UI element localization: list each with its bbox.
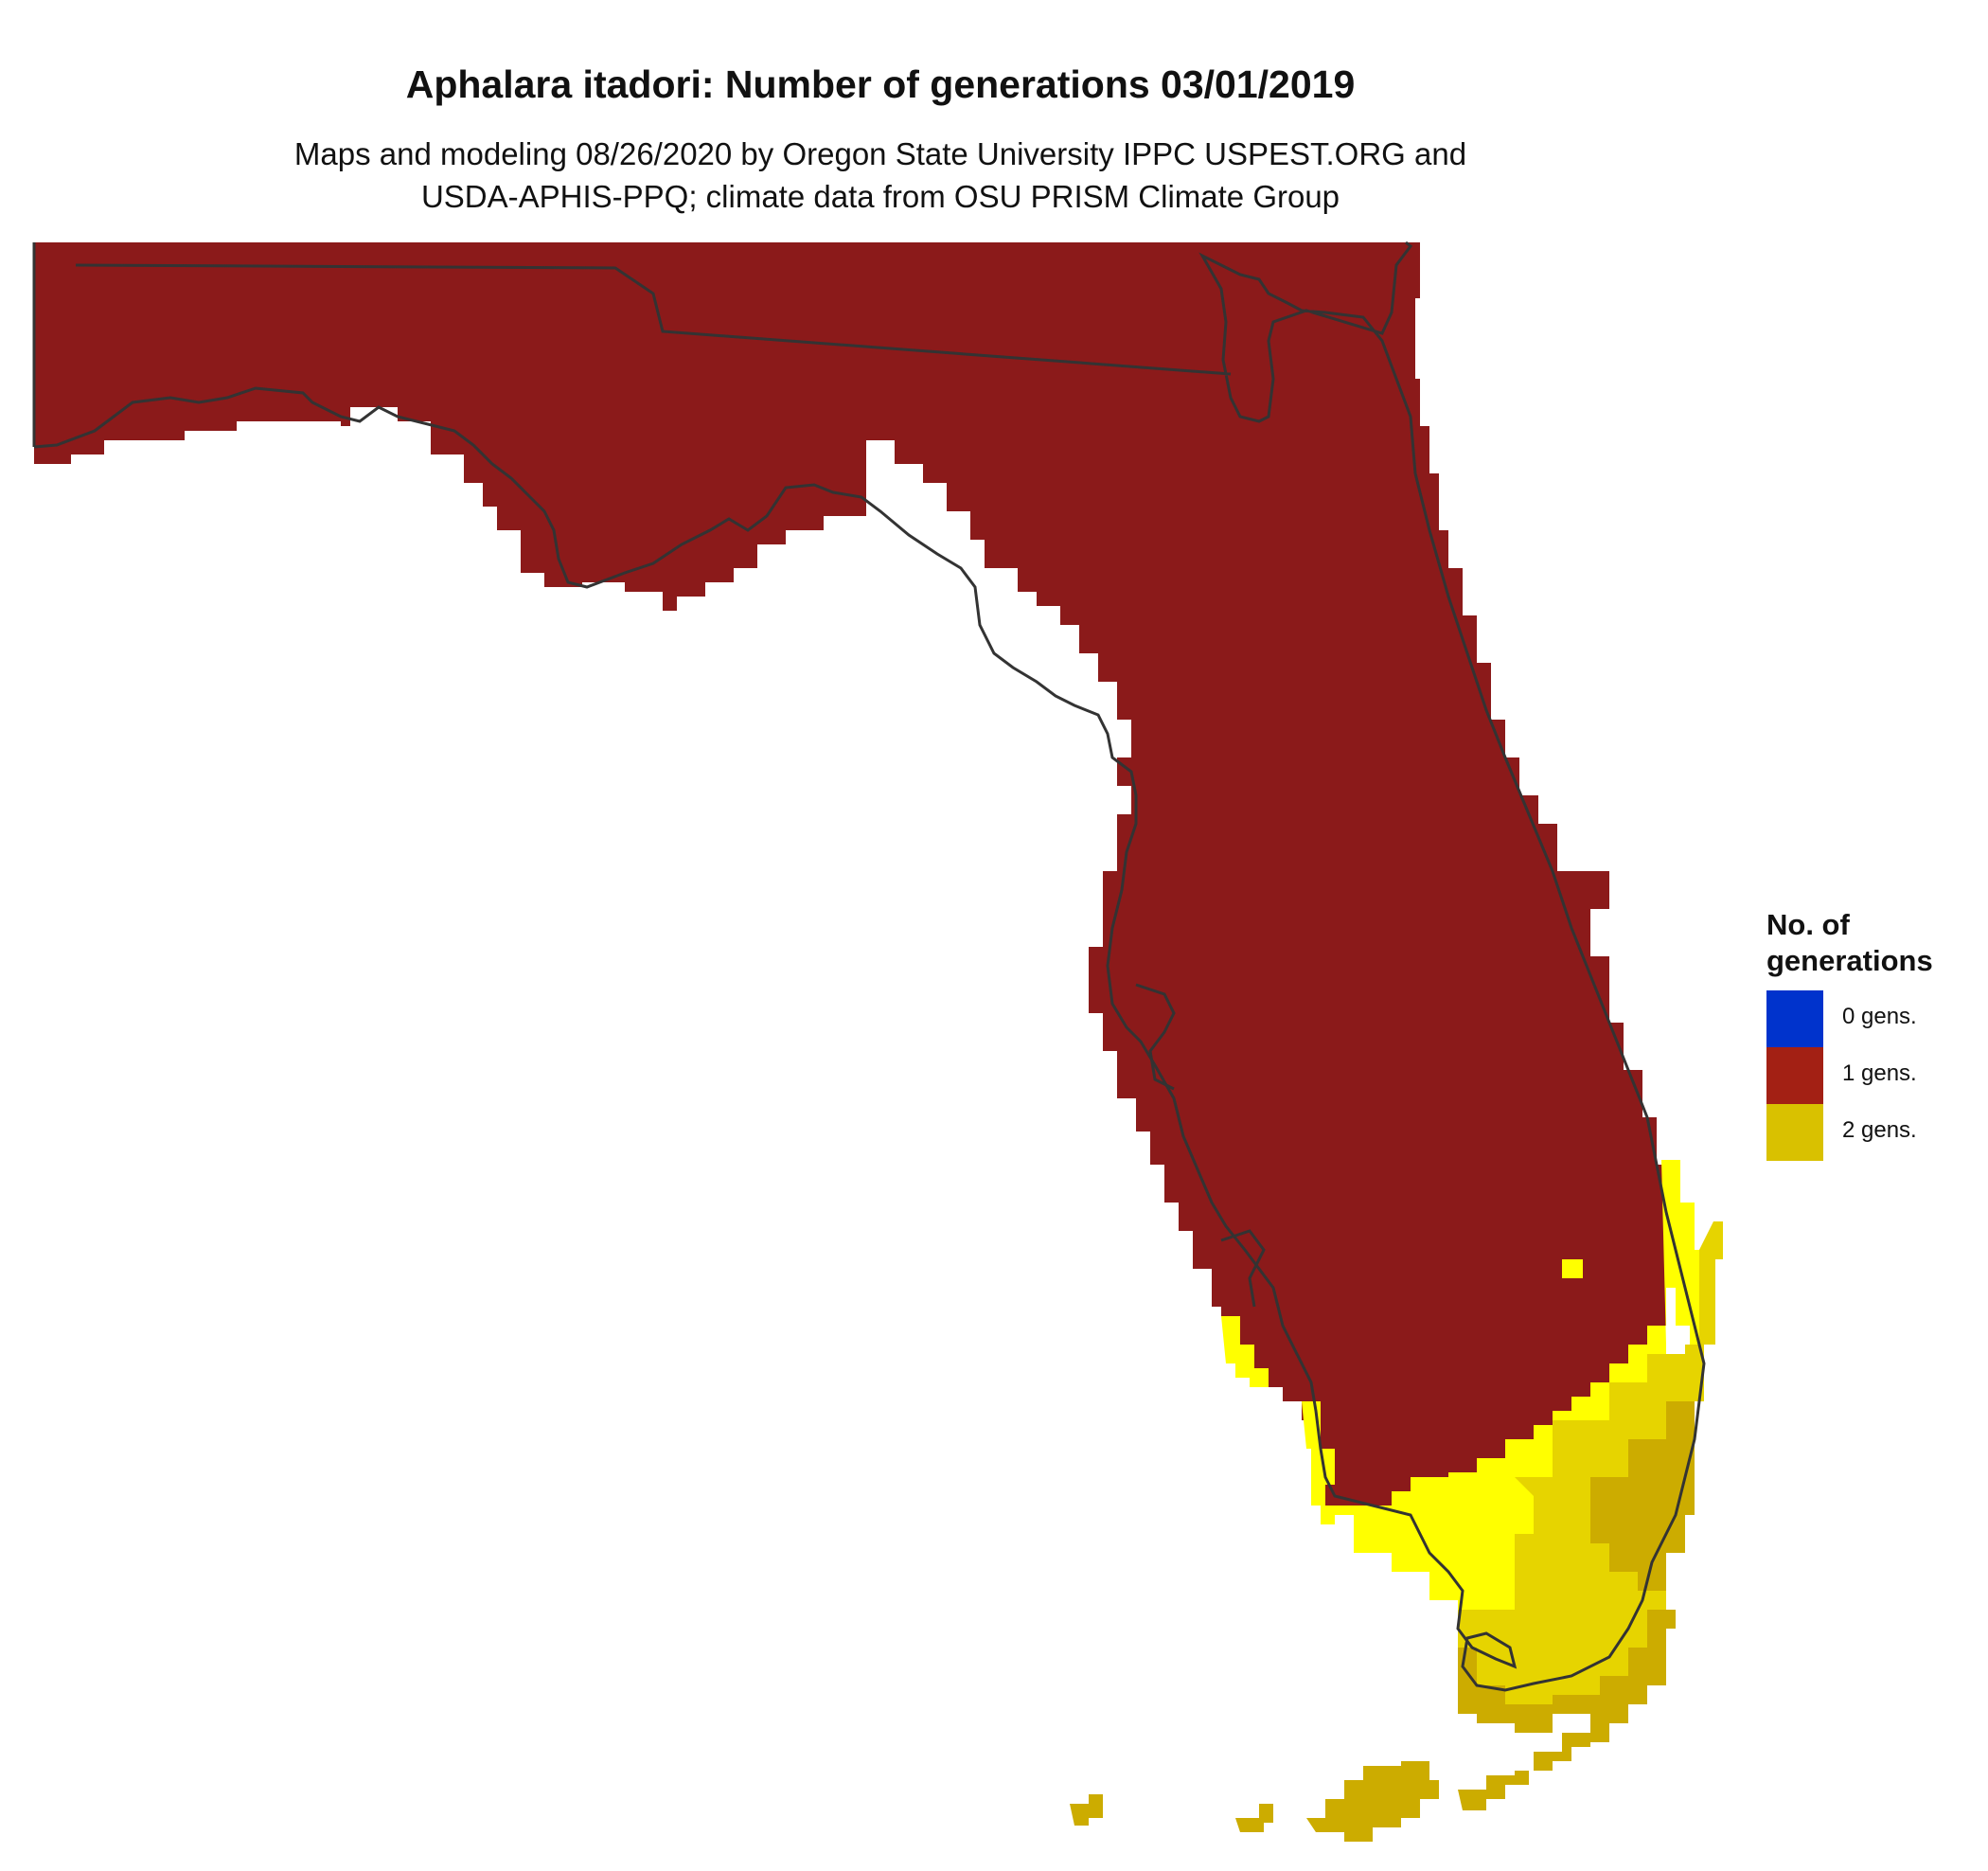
legend-title: No. of generations xyxy=(1766,907,1988,979)
state-boundary-line xyxy=(32,241,1706,1692)
region-keys-mid xyxy=(1458,1771,1529,1810)
legend-label-1-gens: 1 gens. xyxy=(1842,1060,1917,1086)
patch-one-gen-1 xyxy=(1420,1411,1429,1422)
region-two-gen-bright-sw xyxy=(1302,1401,1335,1524)
legend-title-line-1: No. of xyxy=(1766,908,1850,941)
legend-label-2-gens: 2 gens. xyxy=(1842,1117,1917,1143)
legend-swatch-0-gens xyxy=(1766,990,1823,1047)
legend-item-1-gens: 1 gens. xyxy=(1766,1047,1988,1104)
subtitle-line-2: USDA-APHIS-PPQ; climate data from OSU PR… xyxy=(420,179,1340,214)
legend-swatch-2-gens xyxy=(1766,1104,1823,1161)
region-two-gen-mid xyxy=(1458,1345,1704,1704)
region-two-gen-mid-coast xyxy=(1699,1221,1723,1345)
region-two-gen-bright-west xyxy=(1221,1316,1269,1387)
legend-title-line-2: generations xyxy=(1766,944,1933,977)
region-keys-upper xyxy=(1534,1733,1590,1771)
legend-item-2-gens: 2 gens. xyxy=(1766,1104,1988,1161)
region-two-gen-dark xyxy=(1590,1401,1695,1591)
region-one-generation xyxy=(34,242,1676,1506)
region-key-west xyxy=(1070,1794,1103,1826)
region-two-gen-dark-south xyxy=(1458,1610,1676,1742)
map-subtitle: Maps and modeling 08/26/2020 by Oregon S… xyxy=(0,133,1761,218)
bay-outline-charlotte xyxy=(1220,1229,1266,1308)
legend-item-0-gens: 0 gens. xyxy=(1766,990,1988,1047)
map-title: Aphalara itadori: Number of generations … xyxy=(405,62,1356,106)
patch-two-gen-inland xyxy=(1562,1259,1583,1278)
region-two-gen-bright xyxy=(1325,1160,1713,1610)
legend: No. of generations 0 gens. 1 gens. 2 gen… xyxy=(1766,907,1988,1161)
subtitle-line-1: Maps and modeling 08/26/2020 by Oregon S… xyxy=(293,136,1467,171)
region-keys-lower xyxy=(1235,1804,1273,1832)
legend-swatch-1-gens xyxy=(1766,1047,1823,1104)
legend-label-0-gens: 0 gens. xyxy=(1842,1004,1917,1029)
region-keys xyxy=(1306,1761,1439,1842)
bay-outline-tampa xyxy=(1135,983,1176,1091)
